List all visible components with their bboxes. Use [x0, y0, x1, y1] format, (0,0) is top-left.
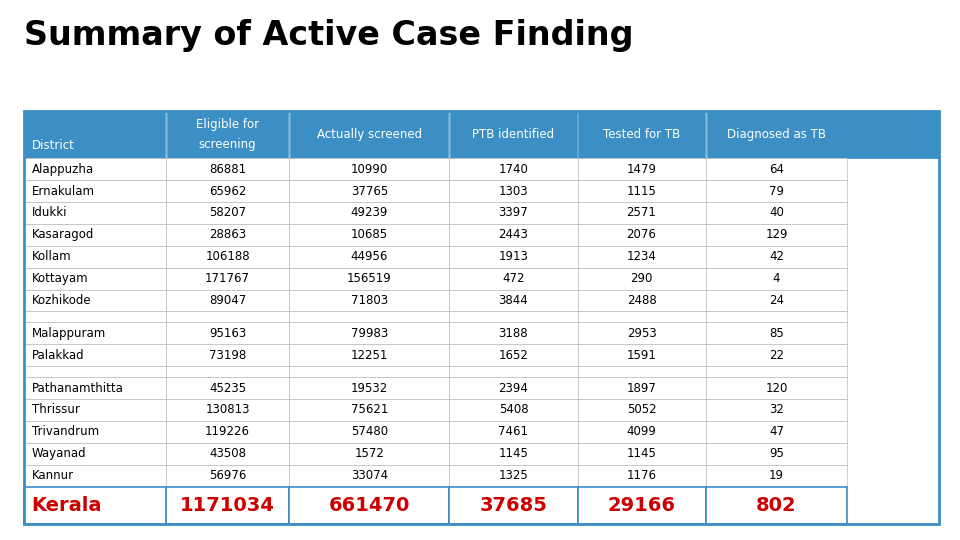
- Text: 71803: 71803: [350, 294, 388, 307]
- Text: Alappuzha: Alappuzha: [32, 163, 94, 176]
- Text: 57480: 57480: [350, 426, 388, 438]
- Text: 22: 22: [769, 349, 784, 362]
- Text: 2443: 2443: [498, 228, 528, 241]
- Text: Trivandrum: Trivandrum: [32, 426, 99, 438]
- Text: 1171034: 1171034: [180, 496, 275, 515]
- Text: 7461: 7461: [498, 426, 528, 438]
- Text: 1897: 1897: [627, 382, 657, 395]
- Text: Thrissur: Thrissur: [32, 403, 80, 416]
- Text: 49239: 49239: [350, 206, 388, 219]
- Text: 12251: 12251: [350, 349, 388, 362]
- Text: PTB identified: PTB identified: [472, 128, 555, 141]
- Text: 19: 19: [769, 469, 784, 482]
- Text: 64: 64: [769, 163, 784, 176]
- Text: 3844: 3844: [498, 294, 528, 307]
- Text: 85: 85: [769, 327, 784, 340]
- Text: 5408: 5408: [498, 403, 528, 416]
- Text: Kollam: Kollam: [32, 250, 71, 263]
- Text: 119226: 119226: [205, 426, 250, 438]
- Text: 79: 79: [769, 185, 784, 198]
- Text: 10990: 10990: [350, 163, 388, 176]
- Text: 95163: 95163: [209, 327, 246, 340]
- Text: 3397: 3397: [498, 206, 528, 219]
- Text: 40: 40: [769, 206, 784, 219]
- Text: 24: 24: [769, 294, 784, 307]
- Text: 290: 290: [631, 272, 653, 285]
- Text: 156519: 156519: [347, 272, 392, 285]
- Text: 1479: 1479: [627, 163, 657, 176]
- Text: Kottayam: Kottayam: [32, 272, 88, 285]
- Text: 171767: 171767: [205, 272, 250, 285]
- Text: 29166: 29166: [608, 496, 676, 515]
- Text: 45235: 45235: [209, 382, 246, 395]
- Text: Idukki: Idukki: [32, 206, 67, 219]
- Text: 2571: 2571: [627, 206, 657, 219]
- Text: 47: 47: [769, 426, 784, 438]
- Text: 802: 802: [756, 496, 797, 515]
- Text: District: District: [32, 139, 75, 152]
- Text: 4099: 4099: [627, 426, 657, 438]
- Text: Pathanamthitta: Pathanamthitta: [32, 382, 124, 395]
- Text: 3188: 3188: [498, 327, 528, 340]
- Text: 106188: 106188: [205, 250, 250, 263]
- Text: 44956: 44956: [350, 250, 388, 263]
- Text: Diagnosed as TB: Diagnosed as TB: [727, 128, 826, 141]
- Text: 1652: 1652: [498, 349, 528, 362]
- Text: 2488: 2488: [627, 294, 657, 307]
- Text: 661470: 661470: [328, 496, 410, 515]
- Text: Malappuram: Malappuram: [32, 327, 106, 340]
- Text: 86881: 86881: [209, 163, 246, 176]
- Text: 1145: 1145: [498, 447, 528, 460]
- Text: 1145: 1145: [627, 447, 657, 460]
- Text: 1913: 1913: [498, 250, 528, 263]
- Text: 1740: 1740: [498, 163, 528, 176]
- Text: 5052: 5052: [627, 403, 657, 416]
- Text: Kannur: Kannur: [32, 469, 74, 482]
- Text: 79983: 79983: [350, 327, 388, 340]
- Text: 43508: 43508: [209, 447, 246, 460]
- Text: 75621: 75621: [350, 403, 388, 416]
- Text: Wayanad: Wayanad: [32, 447, 86, 460]
- Text: 2953: 2953: [627, 327, 657, 340]
- Text: Summary of Active Case Finding: Summary of Active Case Finding: [24, 19, 634, 52]
- Text: 1591: 1591: [627, 349, 657, 362]
- Text: 32: 32: [769, 403, 784, 416]
- Text: 19532: 19532: [350, 382, 388, 395]
- Text: 120: 120: [765, 382, 787, 395]
- Text: 1303: 1303: [498, 185, 528, 198]
- Text: Palakkad: Palakkad: [32, 349, 84, 362]
- Text: 1115: 1115: [627, 185, 657, 198]
- Text: 129: 129: [765, 228, 788, 241]
- Text: 1176: 1176: [627, 469, 657, 482]
- Text: Ernakulam: Ernakulam: [32, 185, 95, 198]
- Text: 33074: 33074: [350, 469, 388, 482]
- Text: Kerala: Kerala: [32, 496, 102, 515]
- Text: 28863: 28863: [209, 228, 246, 241]
- Text: 10685: 10685: [350, 228, 388, 241]
- Text: 472: 472: [502, 272, 525, 285]
- Text: 1325: 1325: [498, 469, 528, 482]
- Text: Tested for TB: Tested for TB: [603, 128, 681, 141]
- Text: screening: screening: [199, 138, 256, 151]
- Text: 95: 95: [769, 447, 784, 460]
- Text: 2076: 2076: [627, 228, 657, 241]
- Text: Eligible for: Eligible for: [196, 118, 259, 131]
- Text: 1234: 1234: [627, 250, 657, 263]
- Text: 56976: 56976: [209, 469, 247, 482]
- Text: 1572: 1572: [354, 447, 384, 460]
- Text: Kozhikode: Kozhikode: [32, 294, 91, 307]
- Text: 89047: 89047: [209, 294, 246, 307]
- Text: 4: 4: [773, 272, 780, 285]
- Text: 37685: 37685: [480, 496, 547, 515]
- Text: 73198: 73198: [209, 349, 246, 362]
- Text: 2394: 2394: [498, 382, 528, 395]
- Text: 65962: 65962: [209, 185, 247, 198]
- Text: 58207: 58207: [209, 206, 246, 219]
- Text: 42: 42: [769, 250, 784, 263]
- Text: 37765: 37765: [350, 185, 388, 198]
- Text: Kasaragod: Kasaragod: [32, 228, 94, 241]
- Text: 130813: 130813: [205, 403, 250, 416]
- Text: Actually screened: Actually screened: [317, 128, 422, 141]
